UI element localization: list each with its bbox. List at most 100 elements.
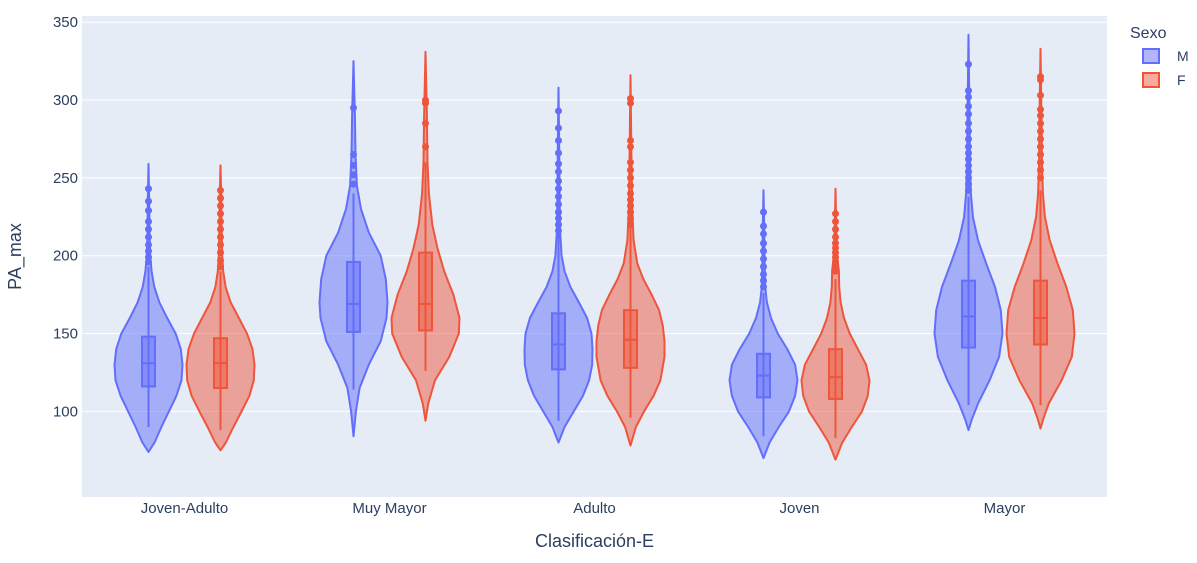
outlier-point: [217, 263, 224, 271]
outlier-point: [1037, 158, 1044, 166]
y-tick-label: 200: [53, 248, 78, 265]
outlier-point: [217, 210, 224, 218]
legend: Sexo MF: [1130, 25, 1189, 88]
outlier-point: [627, 214, 634, 222]
y-axis-title: PA_max: [5, 223, 26, 290]
outlier-point: [965, 93, 972, 101]
legend-swatch-M: [1142, 48, 1160, 64]
violin-F-Adulto: [595, 74, 666, 447]
outlier-point: [145, 247, 152, 255]
outlier-point: [627, 182, 634, 190]
outlier-point: [965, 119, 972, 127]
outlier-point: [350, 180, 357, 188]
outlier-point: [1037, 127, 1044, 135]
outlier-point: [627, 158, 634, 166]
outlier-point: [422, 119, 429, 127]
outlier-point: [627, 143, 634, 151]
outlier-point: [627, 137, 634, 145]
violin-M-Muy Mayor: [318, 60, 389, 438]
x-axis-title: Clasificación-E: [535, 531, 654, 551]
outlier-point: [217, 233, 224, 241]
outlier-point: [965, 161, 972, 169]
outlier-point: [965, 143, 972, 151]
outlier-point: [832, 210, 839, 218]
outlier-point: [760, 255, 767, 263]
outlier-point: [832, 225, 839, 233]
violin-F-Joven: [800, 187, 871, 461]
gridlines: [82, 21, 1107, 412]
outlier-point: [555, 107, 562, 115]
outlier-point: [555, 200, 562, 208]
outlier-point: [145, 185, 152, 193]
violin-box: [141, 335, 156, 388]
outlier-point: [832, 233, 839, 241]
outlier-point: [350, 171, 357, 179]
outlier-point: [350, 104, 357, 112]
x-tick-label: Adulto: [573, 500, 616, 517]
outlier-point: [1037, 174, 1044, 182]
outlier-point: [555, 160, 562, 168]
outlier-point: [350, 161, 357, 169]
outlier-point: [555, 137, 562, 145]
violin-box: [961, 279, 976, 349]
outlier-point: [145, 197, 152, 205]
outlier-point: [627, 202, 634, 210]
violin-box: [418, 251, 433, 332]
violin-box: [346, 260, 361, 333]
outlier-point: [555, 227, 562, 235]
outlier-point: [965, 127, 972, 135]
outlier-point: [555, 124, 562, 132]
x-tick-labels: Joven-Adulto Muy Mayor Adulto Joven Mayor: [141, 500, 1026, 517]
outlier-point: [555, 221, 562, 229]
outlier-point: [1037, 119, 1044, 127]
plot-background: [82, 16, 1107, 497]
violin-M-Joven-Adulto: [113, 162, 184, 453]
outlier-point: [965, 174, 972, 182]
outlier-point: [832, 267, 839, 275]
y-tick-label: 250: [53, 170, 78, 187]
outlier-point: [965, 155, 972, 163]
outlier-point: [145, 207, 152, 215]
y-tick-label: 100: [53, 403, 78, 420]
legend-label-M: M: [1177, 48, 1189, 64]
outlier-point: [760, 239, 767, 247]
outlier-point: [627, 174, 634, 182]
outlier-point: [1037, 76, 1044, 84]
violin-F-Joven-Adulto: [185, 164, 256, 452]
outlier-point: [1037, 91, 1044, 99]
outlier-point: [760, 277, 767, 285]
outlier-point: [965, 60, 972, 68]
outlier-point: [145, 217, 152, 225]
outlier-point: [627, 221, 634, 229]
outlier-point: [217, 202, 224, 210]
outlier-point: [760, 247, 767, 255]
outlier-point: [760, 283, 767, 291]
outlier-point: [555, 149, 562, 157]
outlier-point: [760, 222, 767, 230]
outlier-point: [965, 110, 972, 118]
y-tick-label: 300: [53, 92, 78, 109]
outlier-point: [555, 185, 562, 193]
outlier-point: [832, 217, 839, 225]
x-tick-label: Muy Mayor: [352, 500, 426, 517]
outlier-point: [555, 177, 562, 185]
outlier-point: [965, 149, 972, 157]
outlier-point: [627, 189, 634, 197]
outlier-point: [1037, 166, 1044, 174]
outlier-point: [965, 135, 972, 143]
outlier-point: [217, 194, 224, 202]
violin-M-Adulto: [523, 86, 594, 444]
violin-box: [1033, 279, 1048, 346]
outlier-point: [145, 241, 152, 249]
outlier-point: [555, 208, 562, 216]
violin-box: [828, 348, 843, 400]
outlier-point: [217, 249, 224, 257]
outlier-point: [1037, 135, 1044, 143]
outlier-point: [627, 99, 634, 107]
outlier-point: [965, 102, 972, 110]
violin-M-Joven: [728, 189, 799, 460]
outlier-point: [145, 233, 152, 241]
outlier-point: [422, 99, 429, 107]
x-tick-label: Joven: [779, 500, 819, 517]
violin-F-Mayor: [1005, 47, 1076, 430]
